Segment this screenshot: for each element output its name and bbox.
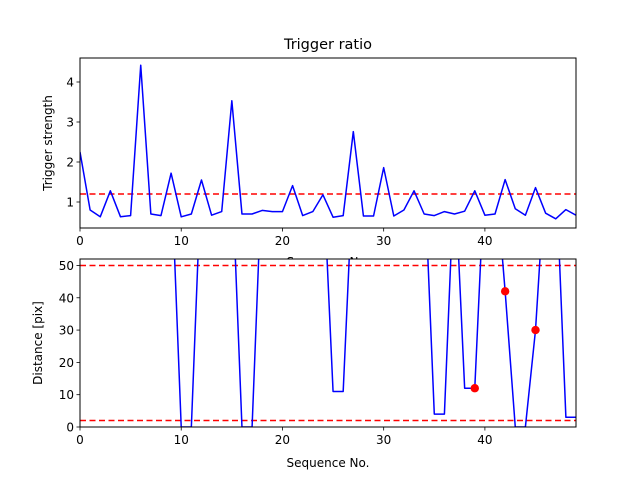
axis-ticks: 0 10 20 30 40 1 2 3 4 [66, 76, 492, 249]
x-tick-label: 10 [174, 433, 189, 447]
data-series [80, 64, 576, 220]
y-tick-label: 3 [66, 116, 74, 130]
distance-panel: 0 10 20 30 40 0 10 20 30 40 50 Sequence No. Distan… [31, 258, 577, 470]
x-tick-label: 40 [477, 234, 492, 248]
x-axis-label: Sequence No. [287, 456, 370, 470]
y-tick-label: 2 [66, 156, 74, 170]
x-tick-label: 20 [275, 234, 290, 248]
y-tick-label: 4 [66, 76, 74, 90]
y-tick-label: 30 [59, 324, 74, 338]
y-tick-label: 10 [59, 388, 74, 402]
x-tick-label: 30 [376, 433, 391, 447]
y-tick-label: 1 [66, 196, 74, 210]
y-tick-label: 50 [59, 259, 74, 273]
y-axis-label: Trigger strength [41, 95, 55, 192]
y-tick-label: 40 [59, 291, 74, 305]
x-tick-label: 30 [376, 234, 391, 248]
y-tick-label: 0 [66, 421, 74, 435]
data-point-marker [531, 325, 540, 335]
y-tick-label: 20 [59, 356, 74, 370]
data-point-marker [500, 287, 510, 296]
x-tick-label: 20 [275, 433, 290, 447]
axis-ticks: 0 10 20 30 40 0 10 20 30 40 50 [59, 259, 493, 447]
data-point-marker [470, 384, 479, 393]
plot-frame [79, 57, 577, 229]
x-tick-label: 40 [477, 433, 492, 447]
data-markers [470, 287, 540, 393]
series-line [173, 259, 576, 427]
y-axis-label: Distance [pix] [31, 301, 45, 385]
chart-title: Trigger ratio [283, 37, 372, 53]
x-tick-label: 0 [76, 433, 84, 447]
x-tick-label: 10 [174, 234, 189, 248]
plot-frame [79, 258, 577, 428]
series-line [80, 64, 576, 220]
x-tick-label: 0 [76, 234, 84, 248]
data-series [173, 259, 576, 427]
